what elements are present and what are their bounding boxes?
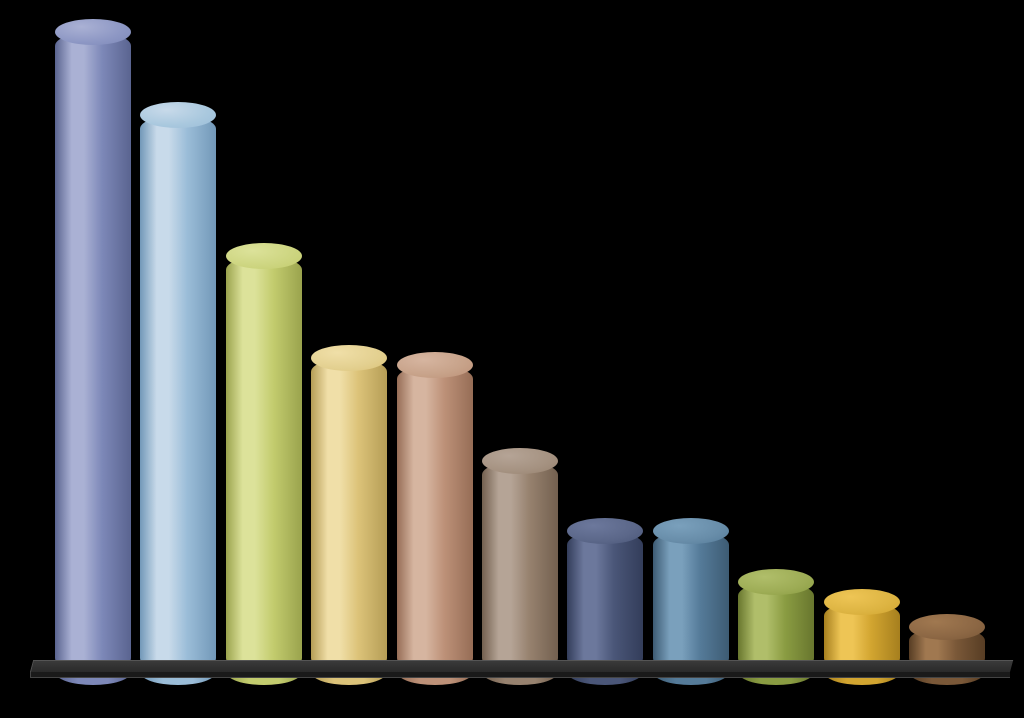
bar-slot (221, 32, 306, 672)
bar-slot (392, 32, 477, 672)
chart-floor (30, 660, 1010, 690)
bar-slot (306, 32, 391, 672)
cylinder-bar (55, 32, 131, 672)
bar-slot (734, 32, 819, 672)
cylinder-bar (140, 115, 216, 672)
bar-slot (905, 32, 990, 672)
bar-slot (50, 32, 135, 672)
bar-chart (30, 10, 1010, 690)
bar-slot (648, 32, 733, 672)
bar-slot (563, 32, 648, 672)
cylinder-bar (226, 256, 302, 672)
cylinder-bar (311, 358, 387, 672)
bar-slot (819, 32, 904, 672)
bar-slot (477, 32, 562, 672)
cylinder-bar (653, 531, 729, 672)
cylinder-bar (397, 365, 473, 672)
cylinder-bar (567, 531, 643, 672)
bar-slot (135, 32, 220, 672)
cylinder-bar (738, 582, 814, 672)
cylinder-bar (482, 461, 558, 672)
bars-area (50, 32, 990, 672)
